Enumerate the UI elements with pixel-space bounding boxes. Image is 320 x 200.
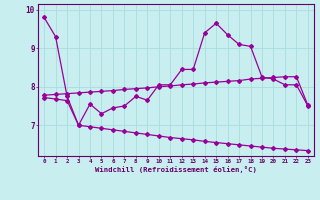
X-axis label: Windchill (Refroidissement éolien,°C): Windchill (Refroidissement éolien,°C) (95, 166, 257, 173)
